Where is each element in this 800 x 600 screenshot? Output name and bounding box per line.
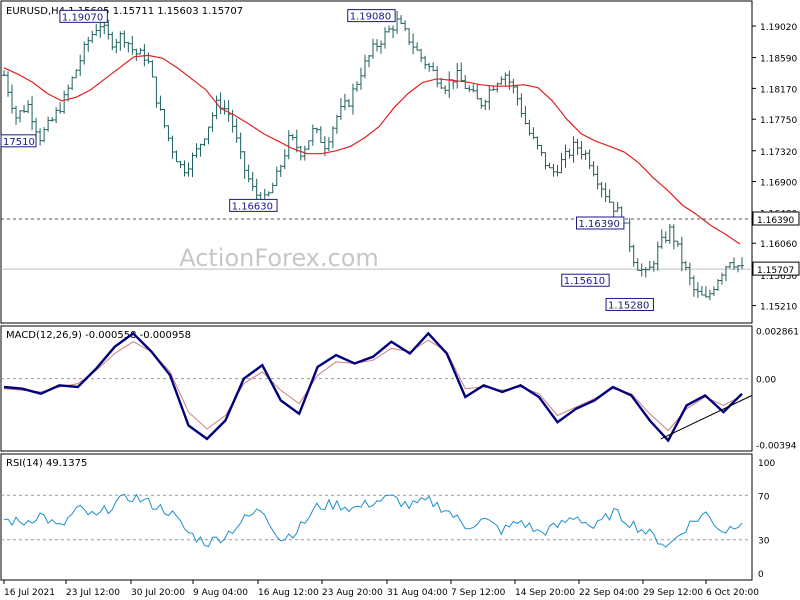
hline-label-box: [752, 211, 800, 226]
x-tick-label: 7 Sep 12:00: [451, 588, 506, 598]
rsi-y-tick-label: 100: [758, 459, 775, 469]
price-y-tick-label: 1.19020: [760, 23, 797, 33]
macd-panel-frame: [0, 325, 753, 452]
price-y-tick-label: 1.18590: [760, 55, 797, 65]
price-annotation-label: 1.16390: [579, 219, 620, 230]
watermark: ActionForex.com: [179, 244, 379, 272]
x-tick-label: 31 Aug 04:00: [387, 588, 448, 598]
price-y-tick-label: 1.18170: [760, 85, 797, 95]
price-y-tick-label: 1.16900: [760, 179, 797, 189]
macd-header: MACD(12,26,9) -0.000558 -0.000958: [6, 330, 191, 341]
x-tick-label: 9 Aug 04:00: [193, 588, 248, 598]
x-tick-label: 22 Sep 04:00: [579, 588, 639, 598]
rsi-line: [3, 493, 743, 548]
price-annotation-label: 17510: [3, 137, 35, 148]
price-annotation-box: [229, 198, 278, 212]
price-annotation-label: 1.16630: [232, 201, 273, 212]
x-tick-label: 16 Jul 2021: [4, 588, 55, 598]
moving-average-line: [3, 54, 741, 245]
rsi-y-tick-label: 30: [758, 537, 770, 547]
price-layer: 1.19020 1.18590 1.18170 1.17750 1.17320 1.169…: [0, 9, 800, 313]
price-y-tick-label: 1.17750: [760, 116, 797, 126]
x-tick-label: 29 Sep 12:00: [643, 588, 703, 598]
last-price-label-box: [752, 261, 800, 276]
x-tick-label: 14 Sep 20:00: [515, 588, 575, 598]
price-annotation-box: [605, 297, 654, 311]
last-price-label: 1.15707: [757, 266, 794, 276]
macd-layer: 0.002861 0.00 -0.00394: [1, 328, 799, 452]
macd-y-tick-label: 0.002861: [756, 328, 799, 338]
price-y-tick-label: 1.17320: [760, 148, 797, 158]
rsi-header: RSI(14) 49.1375: [6, 458, 87, 469]
macd-line: [3, 331, 743, 443]
rsi-layer: 100 70 30 0: [1, 459, 775, 580]
price-y-tick-label: 1.15630: [760, 272, 797, 282]
price-annotation-box: [576, 216, 625, 230]
macd-y-tick-label: -0.00394: [756, 442, 797, 452]
macd-y-tick-label: 0.00: [756, 376, 776, 386]
x-tick-label: 6 Oct 20:00: [706, 588, 759, 598]
price-annotation-label: 1.15610: [564, 276, 605, 287]
rsi-y-tick-label: 0: [758, 570, 764, 580]
hline-label: 1.16390: [757, 216, 794, 226]
x-axis: 16 Jul 2021 23 Jul 12:00 30 Jul 20:00 9 Aug…: [3, 580, 759, 598]
x-tick-label: 16 Aug 12:00: [258, 588, 319, 598]
price-annotation-label: 1.19080: [350, 12, 391, 23]
price-annotation-box: [59, 9, 108, 23]
rsi-panel-frame: [0, 453, 753, 581]
x-tick-label: 23 Jul 12:00: [66, 588, 120, 598]
price-annotation-box: [347, 9, 396, 23]
price-annotation-label: 1.15280: [608, 300, 649, 311]
price-header: EURUSD,H4 1.15605 1.15711 1.15603 1.1570…: [6, 6, 243, 17]
x-tick-label: 23 Aug 20:00: [322, 588, 383, 598]
price-panel-frame: [0, 0, 753, 324]
price-y-tick-label: 1.15210: [760, 303, 797, 313]
x-tick-label: 30 Jul 20:00: [131, 588, 185, 598]
price-annotation-label: 1.19070: [62, 12, 103, 23]
price-annotation-box: [0, 134, 37, 148]
macd-trendline: [660, 394, 753, 440]
price-annotation-box: [561, 273, 610, 287]
rsi-y-tick-label: 70: [758, 492, 770, 502]
price-y-tick-label: 1.16060: [760, 240, 797, 250]
